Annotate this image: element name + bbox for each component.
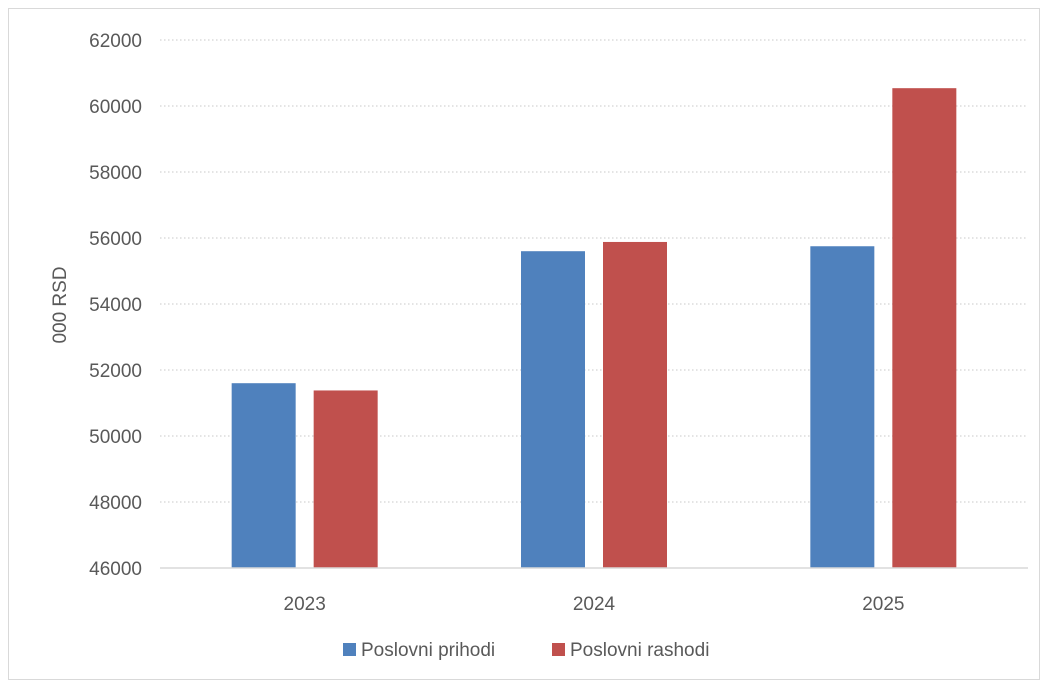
y-tick-label: 48000 <box>89 493 142 514</box>
x-tick-label: 2024 <box>573 594 616 615</box>
legend[interactable]: Poslovni prihodi Poslovni rashodi <box>343 640 709 661</box>
bar-poslovni-prihodi-2024[interactable] <box>521 251 585 568</box>
y-tick-label: 58000 <box>89 163 142 184</box>
bar-poslovni-prihodi-2025[interactable] <box>810 246 875 568</box>
y-tick-label: 62000 <box>89 31 142 52</box>
bar-poslovni-rashodi-2023[interactable] <box>313 390 378 568</box>
y-tick-label: 54000 <box>89 295 142 316</box>
y-tick-label: 46000 <box>89 559 142 580</box>
x-tick-label: 2023 <box>284 594 326 615</box>
bar-poslovni-rashodi-2025[interactable] <box>892 88 957 569</box>
y-tick-label: 60000 <box>89 97 142 118</box>
y-axis-title: 000 RSD <box>50 266 71 343</box>
legend-swatch <box>552 643 565 656</box>
legend-item-poslovni-rashodi[interactable]: Poslovni rashodi <box>552 640 709 661</box>
legend-swatch <box>343 643 356 656</box>
y-tick-label: 56000 <box>89 229 142 250</box>
y-tick-label: 52000 <box>89 361 142 382</box>
bars <box>231 88 957 569</box>
legend-item-poslovni-prihodi[interactable]: Poslovni prihodi <box>343 640 495 661</box>
x-tick-label: 2025 <box>862 594 904 615</box>
gridlines <box>160 39 1028 503</box>
y-tick-label: 50000 <box>89 427 142 448</box>
legend-label: Poslovni rashodi <box>570 640 709 661</box>
bar-poslovni-prihodi-2023[interactable] <box>231 383 296 568</box>
legend-label: Poslovni prihodi <box>361 640 495 661</box>
bar-poslovni-rashodi-2024[interactable] <box>603 241 667 568</box>
axes: 46000 48000 50000 52000 54000 56000 58000 60000… <box>89 31 1028 615</box>
